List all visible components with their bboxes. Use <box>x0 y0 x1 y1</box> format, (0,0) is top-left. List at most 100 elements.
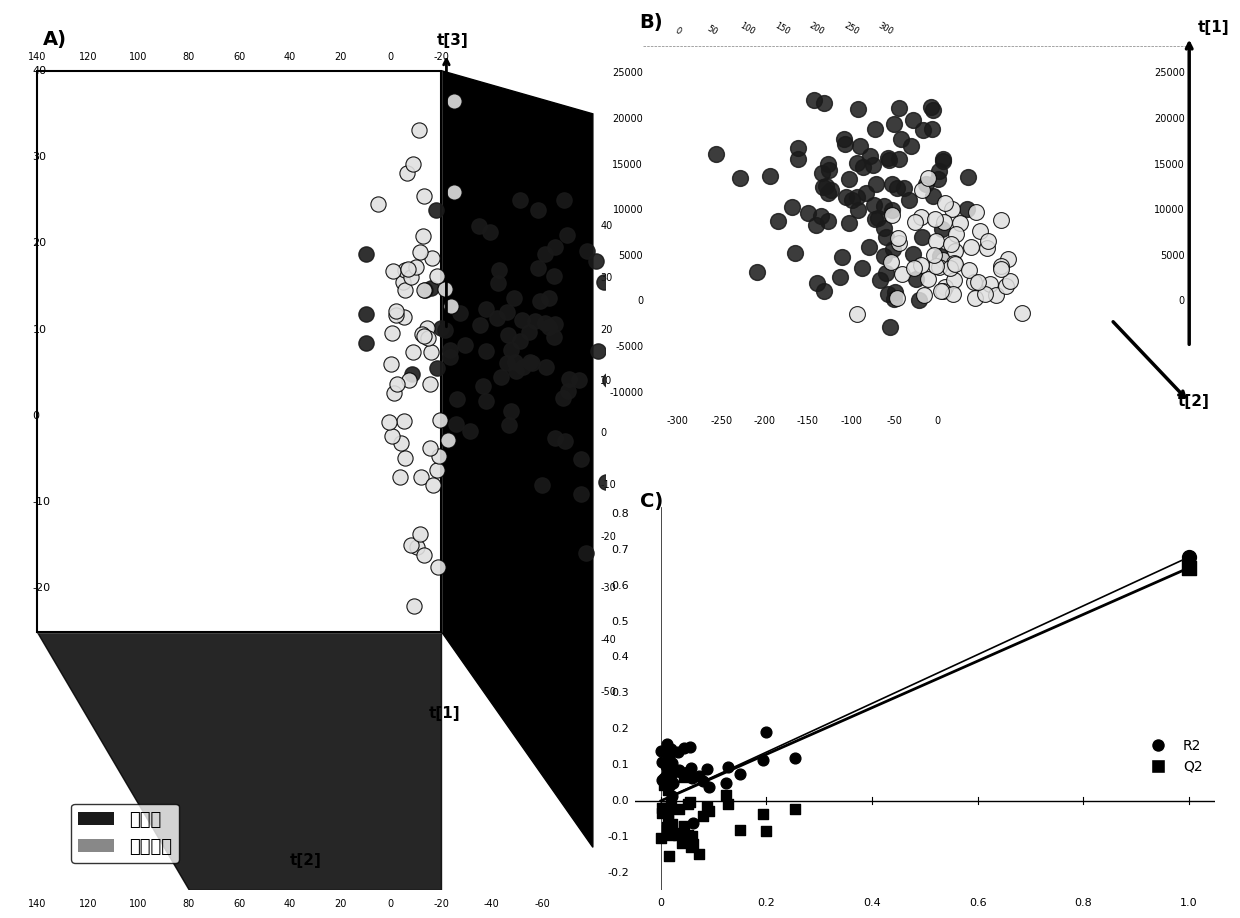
Point <box>428 361 448 375</box>
Point <box>444 94 464 108</box>
Text: 1.0: 1.0 <box>1180 898 1198 908</box>
Point <box>991 212 1011 227</box>
Point <box>892 267 911 282</box>
Point <box>729 171 749 185</box>
Point <box>1179 561 1199 576</box>
Point <box>438 433 458 448</box>
Text: 100: 100 <box>129 52 148 62</box>
Point <box>556 433 575 448</box>
Point <box>435 322 455 337</box>
Point <box>941 237 961 252</box>
Text: -60: -60 <box>534 899 551 909</box>
Point <box>558 384 578 398</box>
Point <box>658 848 678 863</box>
Point <box>476 394 496 409</box>
Point <box>620 366 640 381</box>
Point <box>785 802 805 817</box>
Point <box>870 273 890 287</box>
Point <box>393 274 413 289</box>
Point <box>853 160 873 174</box>
Legend: R2, Q2: R2, Q2 <box>1138 733 1208 779</box>
Point <box>681 840 701 855</box>
Text: 0: 0 <box>637 297 644 307</box>
Point <box>1001 274 1021 288</box>
Text: t[1]: t[1] <box>1198 20 1230 35</box>
Point <box>981 276 1001 291</box>
Point <box>644 471 663 486</box>
Text: -10: -10 <box>600 480 616 490</box>
Point <box>842 193 862 207</box>
Point <box>513 360 533 375</box>
Point <box>672 836 692 851</box>
Text: 200: 200 <box>807 21 826 37</box>
Text: 80: 80 <box>182 52 195 62</box>
Point <box>511 193 531 207</box>
Point <box>806 218 826 232</box>
Point <box>918 272 937 286</box>
Point <box>399 373 419 387</box>
Point <box>678 767 698 781</box>
Point <box>680 740 699 755</box>
Text: 20: 20 <box>32 239 46 248</box>
Point <box>658 747 678 762</box>
Point <box>760 169 780 184</box>
Point <box>887 181 906 196</box>
Point <box>656 744 676 759</box>
Point <box>528 202 548 217</box>
Point <box>699 779 719 794</box>
Point <box>497 328 517 342</box>
Text: -40: -40 <box>600 635 616 645</box>
Text: B): B) <box>639 13 662 31</box>
Point <box>785 751 805 766</box>
Point <box>446 417 466 431</box>
Point <box>413 229 433 243</box>
Polygon shape <box>37 71 441 632</box>
Point <box>652 800 672 815</box>
Text: 20: 20 <box>600 325 613 334</box>
Text: -300: -300 <box>667 416 688 426</box>
Point <box>935 279 955 294</box>
Point <box>661 742 681 756</box>
Text: 25000: 25000 <box>613 68 644 78</box>
Point <box>429 449 449 464</box>
Point <box>851 139 870 153</box>
Point <box>797 206 817 220</box>
Point <box>662 767 682 781</box>
Text: 0: 0 <box>935 416 941 426</box>
Point <box>965 290 985 305</box>
Point <box>950 216 970 230</box>
Point <box>683 816 703 831</box>
Point <box>910 258 930 273</box>
Point <box>874 199 894 214</box>
Point <box>657 767 677 781</box>
Point <box>970 224 990 239</box>
Text: 140: 140 <box>29 52 47 62</box>
Point <box>878 286 898 301</box>
Point <box>588 343 608 358</box>
Point <box>899 193 919 207</box>
Point <box>885 285 905 299</box>
Point <box>668 744 688 759</box>
Point <box>651 744 671 758</box>
Point <box>663 775 683 789</box>
Point <box>480 225 500 240</box>
Point <box>924 102 944 117</box>
Text: 20: 20 <box>335 899 346 909</box>
Point <box>678 765 698 779</box>
Point <box>391 470 410 485</box>
Point <box>476 344 496 359</box>
Text: 0.8: 0.8 <box>1074 898 1092 908</box>
Text: 100: 100 <box>129 899 148 909</box>
Point <box>977 241 997 255</box>
Point <box>968 274 988 289</box>
Text: -150: -150 <box>797 416 818 426</box>
Point <box>787 151 807 166</box>
Text: 140: 140 <box>29 899 47 909</box>
Point <box>689 769 709 784</box>
Point <box>661 761 681 776</box>
Point <box>875 266 895 281</box>
Point <box>474 379 494 394</box>
Point <box>652 755 672 769</box>
Point <box>386 308 405 322</box>
Point <box>683 837 703 852</box>
